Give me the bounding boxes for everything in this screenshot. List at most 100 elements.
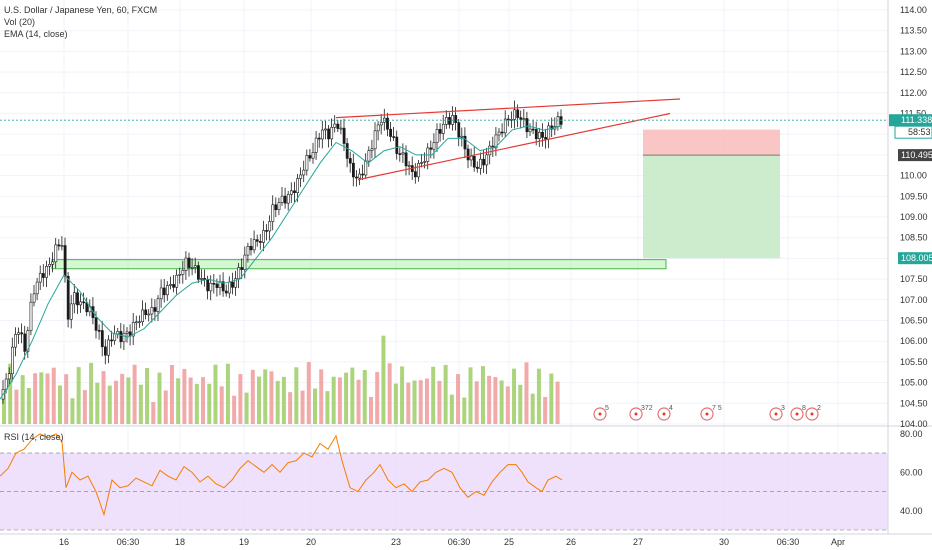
- volume-bar: [126, 377, 131, 424]
- candle-body: [299, 174, 303, 179]
- event-marker: 7 5: [700, 405, 722, 421]
- price-tick-label: 104.00: [900, 419, 928, 429]
- candle-body: [472, 155, 476, 168]
- price-tick-label: 108.50: [900, 233, 928, 243]
- candle-body: [420, 162, 424, 164]
- candle-body: [7, 373, 11, 380]
- candle-body: [401, 152, 405, 155]
- candle-body: [367, 150, 371, 162]
- candle-body: [392, 136, 396, 138]
- candle-body: [308, 155, 312, 159]
- volume-bar: [89, 362, 94, 424]
- volume-bar: [474, 381, 479, 424]
- candle-body: [57, 244, 61, 247]
- volume-bar: [232, 395, 237, 424]
- candle-body: [494, 134, 498, 149]
- candle-body: [336, 123, 340, 129]
- candle-body: [215, 283, 219, 288]
- candle-body: [135, 321, 138, 324]
- volume-bar: [250, 369, 255, 424]
- candle-body: [26, 330, 30, 352]
- candle-body: [314, 137, 318, 153]
- volume-bar: [188, 377, 193, 424]
- volume-bar: [387, 363, 392, 424]
- symbol-title[interactable]: U.S. Dollar / Japanese Yen, 60, FXCM: [4, 5, 158, 15]
- candle-body: [11, 346, 14, 375]
- candle-body: [503, 118, 507, 134]
- candle-body: [463, 135, 467, 150]
- time-tick-label: 27: [633, 537, 643, 547]
- candle-body: [35, 281, 39, 295]
- price-tick-label: 107.50: [900, 274, 928, 284]
- candle-body: [330, 126, 334, 140]
- candle-body: [454, 115, 458, 123]
- price-tick-label: 105.50: [900, 357, 928, 367]
- candle-body: [45, 265, 48, 278]
- candle-body: [441, 124, 445, 134]
- position-target-zone: [643, 155, 780, 259]
- volume-bar: [281, 376, 286, 424]
- event-marker: 3: [769, 405, 785, 421]
- candle-body: [17, 332, 21, 335]
- volume-bar: [468, 367, 473, 424]
- candle-body: [379, 121, 383, 126]
- volume-bar: [319, 369, 324, 424]
- candle-body: [122, 333, 126, 343]
- candle-body: [255, 239, 259, 242]
- countdown-label: 58:53: [908, 127, 931, 137]
- volume-bar: [238, 374, 243, 424]
- candle-body: [38, 273, 42, 283]
- candle-body: [389, 128, 393, 137]
- candle-body: [534, 129, 538, 140]
- candle-body: [162, 287, 166, 296]
- volume-bar: [524, 362, 529, 424]
- candle-body: [97, 330, 101, 332]
- volume-bar: [26, 387, 31, 424]
- candle-body: [169, 284, 172, 286]
- volume-bar: [530, 393, 535, 424]
- volume-bar: [313, 388, 317, 424]
- event-marker-count: 372: [641, 405, 653, 412]
- candle-body: [522, 118, 526, 120]
- candle-body: [355, 176, 358, 179]
- candle-body: [159, 287, 163, 300]
- candle-body: [54, 244, 58, 263]
- price-tick-label: 106.00: [900, 336, 928, 346]
- candle-body: [413, 171, 417, 178]
- candle-body: [249, 246, 253, 251]
- volume-bar: [518, 384, 523, 424]
- time-tick-label: Apr: [831, 537, 845, 547]
- ema-indicator-label[interactable]: EMA (14, close): [4, 29, 68, 39]
- volume-indicator-label[interactable]: Vol (20): [4, 17, 36, 27]
- time-tick-label: 06:30: [117, 537, 140, 547]
- volume-bar: [169, 364, 174, 424]
- volume-bar: [449, 394, 454, 424]
- candle-body: [429, 147, 433, 150]
- time-tick-label: 26: [566, 537, 576, 547]
- event-marker: 4: [657, 405, 673, 421]
- candle-body: [212, 282, 216, 285]
- event-marker-count: 4: [669, 405, 673, 412]
- candle-body: [14, 334, 17, 348]
- volume-bar: [418, 380, 423, 424]
- candle-body: [537, 131, 541, 140]
- event-marker-dot: [634, 412, 638, 416]
- rsi-indicator-label[interactable]: RSI (14, close): [4, 432, 64, 442]
- volume-bar: [393, 383, 398, 424]
- candle-body: [231, 281, 234, 288]
- price-tick-label: 105.00: [900, 378, 928, 388]
- position-stop-zone: [643, 129, 780, 156]
- candle-body: [513, 109, 517, 120]
- time-tick-label: 30: [719, 537, 729, 547]
- time-tick-label: 23: [391, 537, 401, 547]
- volume-bar: [176, 378, 181, 424]
- candle-body: [479, 158, 482, 169]
- price-tick-label: 106.50: [900, 316, 928, 326]
- event-marker: 2: [805, 405, 821, 421]
- candle-body: [197, 265, 200, 280]
- candle-body: [488, 145, 492, 156]
- volume-bar: [39, 372, 44, 424]
- candle-body: [32, 293, 36, 303]
